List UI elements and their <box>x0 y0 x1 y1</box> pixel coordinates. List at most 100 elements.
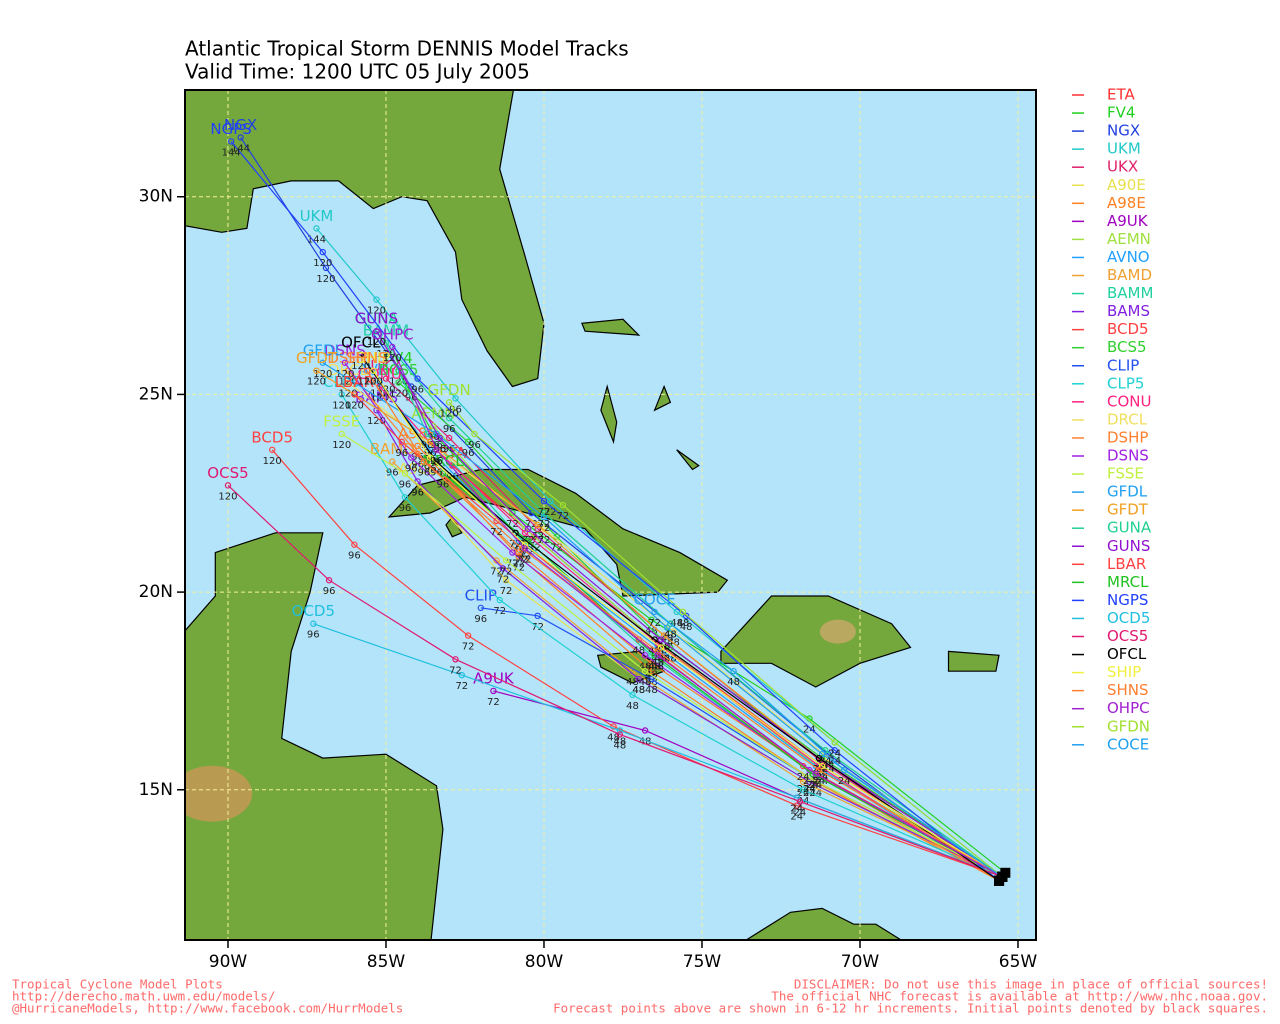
track-point <box>840 766 848 774</box>
track-point <box>445 399 453 406</box>
track-point <box>648 660 655 667</box>
hour-label: 24 <box>806 780 819 791</box>
hour-label: 24 <box>803 725 816 736</box>
track-name: BAMD <box>370 440 415 458</box>
legend-label: BAMD <box>1107 266 1152 284</box>
track-line <box>654 611 1003 878</box>
track-point <box>670 628 677 635</box>
legend-label: AEMN <box>1107 230 1151 248</box>
track-point <box>812 770 819 778</box>
track-name: DRCL <box>328 361 369 379</box>
hour-label: 72 <box>550 543 563 554</box>
hour-label: 72 <box>490 566 503 577</box>
hour-label: 96 <box>421 440 434 451</box>
hour-label: 24 <box>797 788 810 799</box>
track-point <box>439 470 447 477</box>
track-point <box>534 521 541 529</box>
hour-label: 120 <box>335 369 354 380</box>
hour-label: 48 <box>639 661 652 672</box>
hour-label: 24 <box>803 788 816 799</box>
track-point <box>673 608 680 616</box>
track-point <box>815 766 823 774</box>
track-line <box>448 401 1003 878</box>
legend-label: DSNS <box>1107 447 1149 465</box>
hour-label: 96 <box>424 456 437 467</box>
legend-label: MRCL <box>1107 573 1149 591</box>
hour-label: 120 <box>376 349 395 360</box>
legend-label: BCS5 <box>1107 338 1147 356</box>
track-point <box>322 264 330 272</box>
track-point <box>458 671 466 679</box>
hour-label: 96 <box>424 464 437 475</box>
legend-label: OCS5 <box>1107 627 1148 645</box>
initial-point <box>997 871 1008 882</box>
track-point <box>237 134 244 141</box>
hour-label: 72 <box>538 519 551 530</box>
track-name: NGPS <box>210 120 251 138</box>
hour-label: 120 <box>307 377 326 388</box>
track-name: OFCL <box>341 333 381 351</box>
track-name: OCD5 <box>292 602 335 620</box>
track-point <box>664 624 671 631</box>
legend-label: FV4 <box>1107 104 1135 122</box>
track-point <box>414 375 421 382</box>
x-tick-label: 90W <box>209 952 248 972</box>
hour-label: 96 <box>443 444 456 455</box>
track-point <box>815 754 823 762</box>
hour-label: 120 <box>345 400 364 411</box>
track-line <box>271 449 1003 878</box>
hour-label: 96 <box>430 440 443 451</box>
land <box>745 907 903 940</box>
track-point <box>408 454 415 461</box>
footer-left: Tropical Cyclone Model Plots <box>12 977 223 992</box>
x-tick-label: 75W <box>683 952 722 972</box>
track-point <box>540 497 548 505</box>
track-point <box>534 612 541 620</box>
land <box>720 595 912 688</box>
hour-label: 96 <box>411 460 424 471</box>
hour-label: 120 <box>383 353 402 364</box>
track-point <box>464 632 472 639</box>
track-point <box>831 739 838 746</box>
hour-label: 96 <box>323 586 336 597</box>
hour-label: 72 <box>648 618 661 629</box>
hour-label: 24 <box>797 772 810 783</box>
track-line <box>353 393 1003 878</box>
legend-label: CONU <box>1107 392 1151 410</box>
track-point <box>319 359 326 366</box>
land <box>600 384 618 445</box>
hour-label: 48 <box>670 618 683 629</box>
hour-label: 48 <box>651 661 664 672</box>
hour-label: 24 <box>828 748 841 759</box>
hour-label: 48 <box>639 736 652 747</box>
track-point <box>224 482 232 489</box>
hour-label: 24 <box>809 780 822 791</box>
track-point <box>559 501 567 509</box>
track-name: SHNS <box>346 349 388 367</box>
track-name: GFDN <box>428 381 471 399</box>
hour-label: 48 <box>661 634 674 645</box>
track-point <box>799 778 807 786</box>
hour-label: 24 <box>816 776 829 787</box>
track-point <box>629 691 636 699</box>
footer-right: DISCLAIMER: Do not use this image in pla… <box>794 977 1268 992</box>
hour-label: 120 <box>339 389 358 400</box>
track-name: NGX <box>224 116 257 134</box>
hour-label: 96 <box>411 385 424 396</box>
track-name: GFDL <box>303 341 344 359</box>
track-point <box>464 438 472 446</box>
track-name: COCE <box>633 590 675 608</box>
hour-label: 72 <box>493 606 506 617</box>
map-subtitle: Valid Time: 1200 UTC 05 July 2005 <box>185 60 530 84</box>
track-point <box>420 458 428 465</box>
track-point <box>648 667 655 675</box>
hour-label: 96 <box>474 614 487 625</box>
hour-label: 24 <box>794 808 807 819</box>
hour-label: 48 <box>613 740 626 751</box>
track-point <box>363 367 371 374</box>
track-name: CLP5 <box>323 373 360 391</box>
legend-label: BAMS <box>1107 302 1150 320</box>
track-point <box>370 367 377 374</box>
track-point <box>313 367 320 374</box>
